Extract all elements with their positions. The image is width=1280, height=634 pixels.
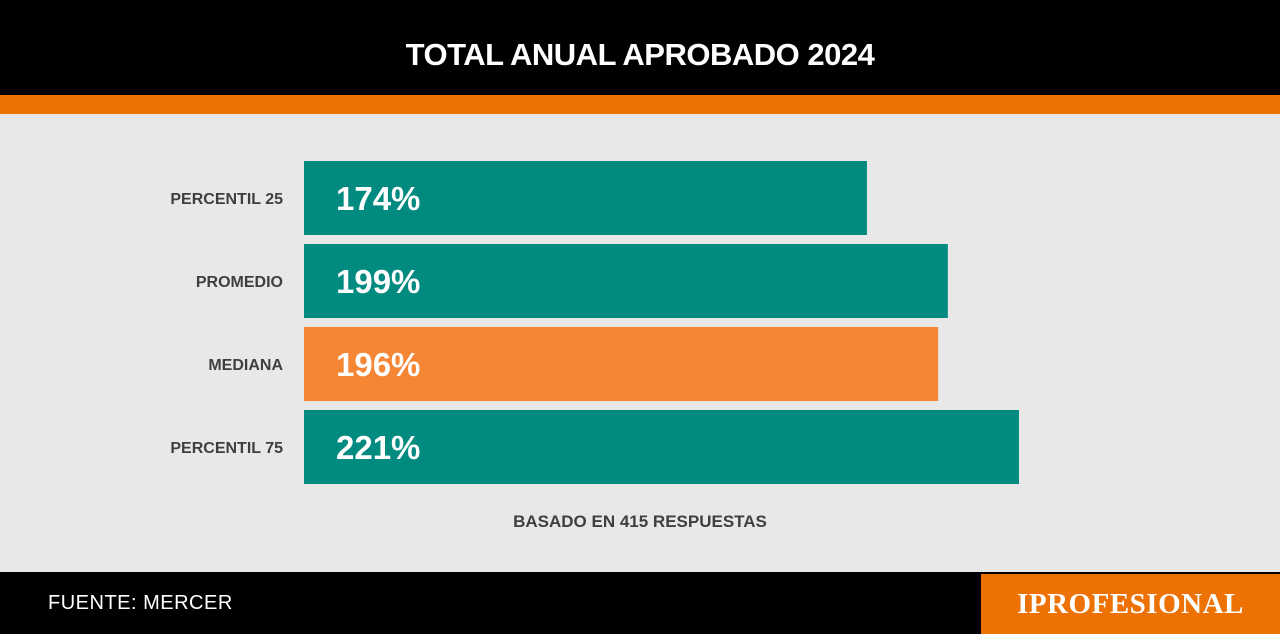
source-label: FUENTE: MERCER (48, 592, 233, 614)
category-label: PERCENTIL 75 (170, 440, 283, 457)
accent-bar (0, 95, 1280, 114)
footer: FUENTE: MERCER IPROFESIONAL (0, 572, 1280, 634)
category-label: PROMEDIO (196, 274, 283, 291)
bar-value-label: 199% (336, 263, 420, 300)
bar (304, 244, 948, 318)
bar (304, 410, 1019, 484)
brand-text: IPROFESIONAL (1017, 587, 1244, 620)
category-label: PERCENTIL 25 (170, 191, 283, 208)
bar-value-label: 174% (336, 180, 420, 217)
chart-title: TOTAL ANUAL APROBADO 2024 (405, 36, 875, 72)
brand-logo: IPROFESIONAL (981, 574, 1280, 634)
sample-note: BASADO EN 415 RESPUESTAS (513, 512, 767, 531)
header: TOTAL ANUAL APROBADO 2024 (0, 0, 1280, 95)
bar-chart: PERCENTIL 25 174% PROMEDIO 199% MEDIANA 196% P… (170, 161, 1019, 484)
bar-value-label: 196% (336, 346, 420, 383)
bar (304, 327, 939, 401)
bar (304, 161, 867, 235)
bar-value-label: 221% (336, 429, 420, 466)
chart-area: PERCENTIL 25 174% PROMEDIO 199% MEDIANA 196% P… (0, 114, 1280, 572)
category-label: MEDIANA (208, 357, 283, 374)
